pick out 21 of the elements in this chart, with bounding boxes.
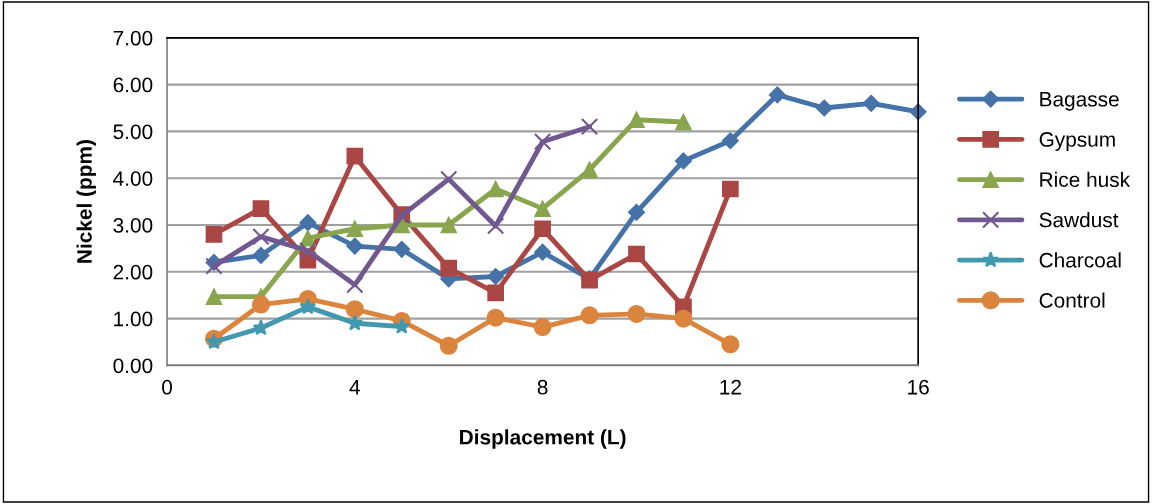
x-tick-label: 4 bbox=[349, 380, 360, 395]
y-tick-label: 5.00 bbox=[113, 124, 153, 140]
legend-label: Sawdust bbox=[1039, 212, 1119, 228]
y-tick-label: 1.00 bbox=[114, 311, 153, 327]
y-tick-label: 6.00 bbox=[113, 77, 153, 93]
legend-label: Gypsum bbox=[1039, 132, 1115, 151]
x-tick-label: 16 bbox=[908, 379, 929, 395]
legend-label: Charcoal bbox=[1039, 252, 1121, 268]
y-tick-label: 2.00 bbox=[113, 264, 153, 280]
legend-label: Rice husk bbox=[1040, 171, 1131, 188]
y-tick-label: 0.00 bbox=[113, 358, 153, 374]
x-tick-label: 8 bbox=[537, 379, 548, 395]
x-axis-title: Displacement (L) bbox=[460, 429, 626, 449]
legend-label: Control bbox=[1039, 292, 1105, 308]
y-axis-title: Nickel (ppm) bbox=[76, 140, 96, 263]
x-tick-label: 0 bbox=[162, 379, 173, 395]
y-tick-label: 3.00 bbox=[113, 218, 153, 233]
legend-label: Bagasse bbox=[1040, 92, 1119, 111]
x-tick-label: 12 bbox=[720, 379, 741, 395]
y-tick-label: 7.00 bbox=[113, 30, 153, 46]
y-tick-label: 4.00 bbox=[113, 171, 153, 186]
